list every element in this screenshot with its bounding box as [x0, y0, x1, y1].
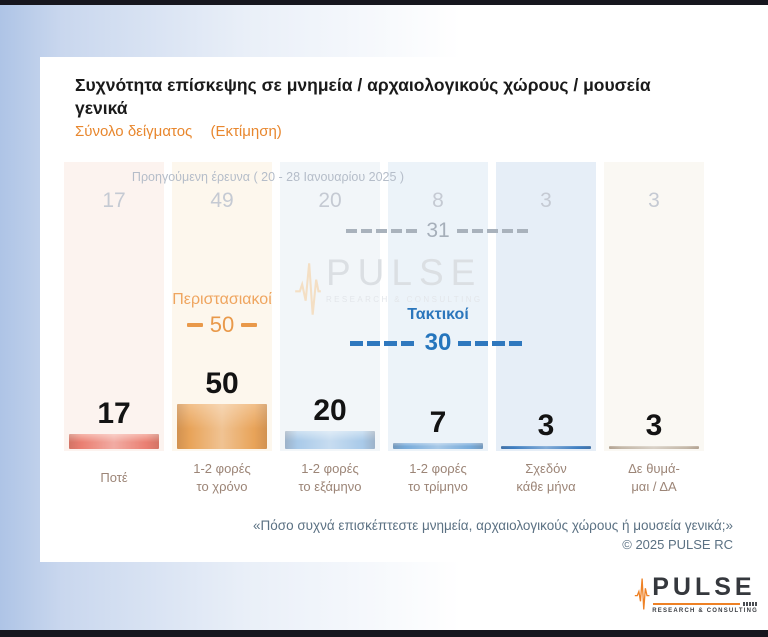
column-band [388, 162, 488, 451]
occasional-total-value: 50 [209, 312, 235, 337]
previous-value: 49 [210, 189, 234, 212]
logo-fine-print [743, 601, 758, 606]
category-label: 1-2 φορές το χρόνο [193, 461, 251, 494]
current-value: 3 [645, 409, 663, 443]
chart-column-1-2-trimino: 8 7 1-2 φορές το τρίμηνο [388, 162, 488, 495]
title-line-1: Συχνότητα επίσκεψης σε μνημεία / αρχαιολ… [75, 75, 651, 95]
current-value: 20 [313, 394, 347, 427]
previous-regular-total: 31 [346, 219, 531, 242]
orange-dash-left [186, 323, 203, 327]
subtitle-estimate: (Εκτίμηση) [210, 123, 282, 140]
logo-rule [653, 601, 758, 606]
bar-1-2-examino [285, 431, 375, 449]
title-line-2: γενικά [75, 97, 128, 118]
current-value: 50 [205, 367, 239, 400]
column-band [172, 162, 272, 451]
column-band [604, 162, 704, 451]
chart-column-1-2-examino: 20 20 1-2 φορές το εξάμηνο [280, 162, 380, 495]
previous-value: 3 [540, 189, 552, 212]
bottom-strip [0, 630, 768, 637]
chart-column-kathe-mina: 3 3 Σχεδόν κάθε μήνα [496, 162, 596, 495]
pulse-logo: PULSE RESEARCH & CONSULTING [634, 570, 758, 618]
regular-total-value: 30 [424, 329, 452, 356]
category-label: Δε θυμά- μαι / ΔΑ [628, 461, 680, 494]
bar-de-thymamai [609, 446, 699, 449]
previous-value: 20 [318, 189, 342, 212]
gray-dash-left [346, 228, 420, 233]
previous-value: 3 [648, 189, 660, 212]
regular-label: Τακτικοί [407, 306, 469, 323]
top-strip [0, 0, 768, 5]
previous-value: 17 [102, 189, 126, 212]
category-label: 1-2 φορές το τρίμηνο [408, 461, 468, 494]
current-value: 3 [537, 409, 555, 443]
previous-value: 8 [432, 189, 444, 212]
pulse-waveform-icon [634, 578, 650, 610]
bar-1-2-trimino [393, 442, 483, 449]
occasional-total: 50 [170, 314, 274, 336]
page-title: Συχνότητα επίσκεψης σε μνημεία / αρχαιολ… [75, 74, 655, 120]
current-value: 7 [429, 405, 447, 439]
gray-dash-right [456, 228, 531, 233]
category-label: Σχεδόν κάθε μήνα [516, 461, 576, 494]
chart-column-1-2-xrono: 49 50 1-2 φορές το χρόνο [172, 162, 272, 495]
occasional-label: Περιστασιακοί [172, 291, 272, 308]
regular-total: 30 [350, 329, 527, 356]
category-label: 1-2 φορές το εξάμηνο [298, 461, 362, 494]
logo-name: PULSE [652, 572, 756, 601]
chart-column-pote: 17 17 Ποτέ [64, 162, 164, 495]
page-subtitle: Σύνολο δείγματος (Εκτίμηση) [75, 123, 282, 140]
bar-pote [69, 433, 159, 449]
blue-dash-left [350, 340, 418, 346]
column-band [64, 162, 164, 451]
bar-kathe-mina [501, 446, 591, 449]
survey-question: «Πόσο συχνά επισκέπτεστε μνημεία, αρχαιο… [252, 518, 733, 533]
current-value: 17 [97, 396, 131, 430]
logo-tagline: RESEARCH & CONSULTING [652, 607, 758, 614]
bar-1-2-xrono [177, 404, 267, 449]
column-band [496, 162, 596, 451]
orange-dash-right [241, 323, 258, 327]
category-label: Ποτέ [100, 470, 128, 485]
chart-column-de-thymamai: 3 3 Δε θυμά- μαι / ΔΑ [604, 162, 704, 495]
subtitle-sample: Σύνολο δείγματος [75, 123, 193, 140]
previous-regular-total-value: 31 [426, 219, 450, 242]
blue-dash-right [458, 340, 527, 346]
copyright: © 2025 PULSE RC [622, 537, 733, 552]
previous-survey-label: Προηγούμενη έρευνα ( 20 - 28 Ιανουαρίου … [131, 170, 405, 184]
